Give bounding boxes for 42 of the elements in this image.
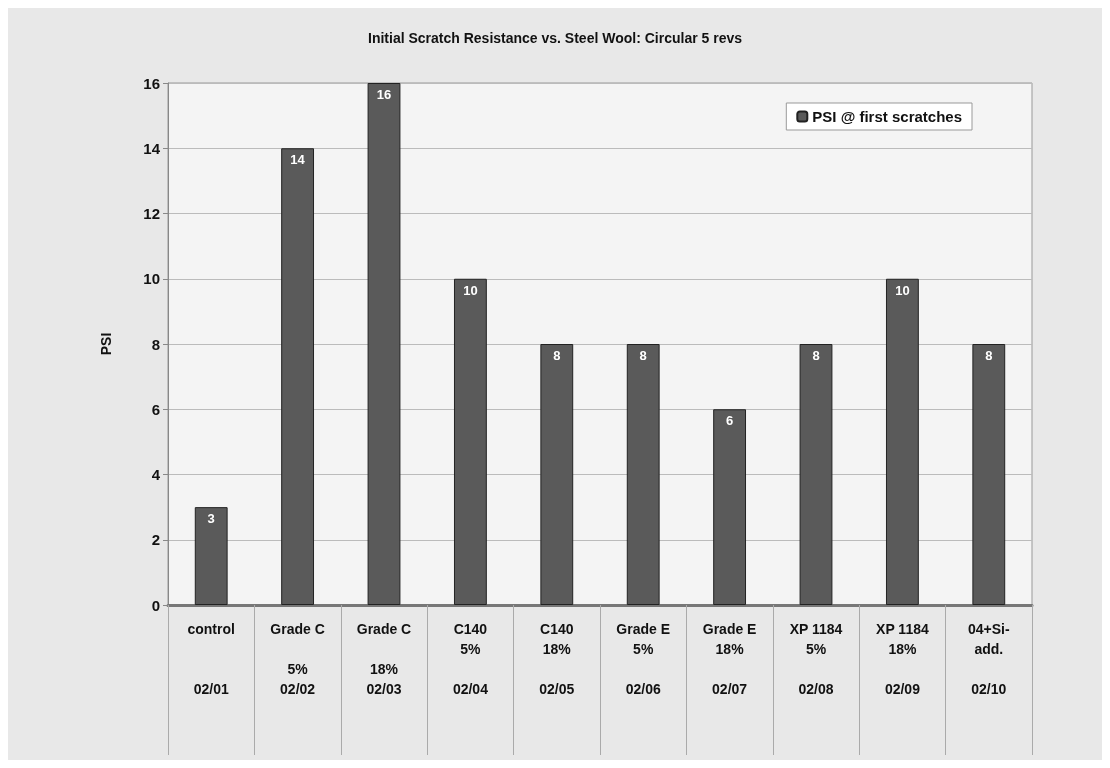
y-tick-label: 4 — [151, 466, 161, 483]
data-label: 3 — [207, 511, 215, 527]
category-label: Grade E 5% 02/06 — [616, 621, 671, 697]
y-tick-label: 6 — [151, 400, 160, 418]
bar — [367, 83, 401, 605]
bar — [713, 409, 747, 605]
data-label: 8 — [985, 348, 993, 363]
data-label: 16 — [376, 87, 392, 102]
category-label: 04+Si- add. 02/10 — [967, 621, 1010, 697]
data-label: 14 — [290, 152, 306, 168]
data-label: 10 — [895, 282, 910, 298]
y-tick-label: 2 — [151, 531, 160, 549]
bar — [540, 344, 574, 605]
y-tick-label: 8 — [151, 335, 160, 353]
y-tick-label: 16 — [143, 74, 160, 92]
data-label: 6 — [725, 413, 734, 429]
chart-title: Initial Scratch Resistance vs. Steel Wool: Circular 5 revs — [367, 30, 743, 46]
data-label: 8 — [639, 348, 647, 363]
category-label: C140 5% 02/04 — [452, 621, 488, 697]
y-tick-label: 14 — [143, 139, 161, 157]
data-label: 8 — [553, 348, 561, 363]
y-tick-label: 12 — [143, 205, 160, 222]
category-label: Grade C 18% 02/03 — [356, 621, 412, 697]
bar — [453, 278, 487, 605]
bar — [799, 344, 833, 605]
category-label: Grade E 18% 02/07 — [702, 621, 757, 697]
legend-label: PSI @ first scratches — [812, 108, 963, 125]
y-tick-label: 0 — [151, 596, 160, 614]
bar — [194, 507, 228, 605]
data-label: 10 — [463, 282, 478, 298]
bar — [626, 344, 660, 605]
bar — [281, 148, 315, 605]
category-label: C140 18% 02/05 — [539, 621, 575, 697]
category-label: Grade C 5% 02/02 — [270, 621, 325, 697]
category-label: XP 1184 5% 02/08 — [789, 621, 843, 697]
bar — [972, 344, 1006, 605]
y-axis-title: PSI — [98, 332, 114, 356]
bar — [885, 278, 919, 605]
y-tick-label: 10 — [143, 270, 160, 288]
category-label: XP 1184 18% 02/09 — [876, 621, 929, 697]
category-label: control 02/01 — [187, 621, 235, 697]
data-label: 8 — [812, 348, 820, 363]
